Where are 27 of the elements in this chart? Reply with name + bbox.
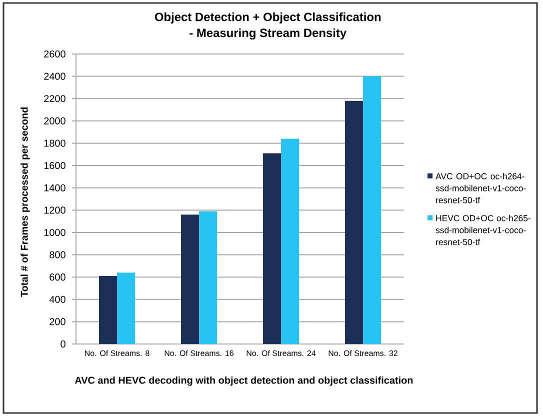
bar: [181, 214, 199, 344]
bar: [117, 272, 135, 344]
y-tick-label: 2200: [44, 95, 66, 102]
y-tick-label: 1000: [44, 228, 66, 236]
y-tick-label: 1800: [44, 140, 66, 147]
bar: [199, 211, 217, 344]
y-tick-label: 600: [50, 274, 66, 281]
bar: [99, 276, 117, 344]
y-tick-label: 1400: [44, 184, 66, 192]
y-tick-label: 1600: [44, 162, 66, 170]
bar: [263, 153, 282, 344]
bar: [281, 138, 300, 344]
y-tick-label: 400: [49, 296, 66, 303]
bar: [363, 76, 382, 344]
y-tick-label: 200: [50, 318, 66, 326]
y-tick-label: 2600: [44, 50, 66, 58]
y-tick-label: 0: [60, 340, 66, 348]
x-axis-title: AVC and HEVC decoding with object detection and object classification: [74, 376, 413, 386]
y-tick-label: 1200: [44, 206, 66, 214]
y-axis-title: Total # of Frames processed per second: [20, 107, 30, 297]
legend-label: HEVC OD+OC oc-h265-ssd-mobilenet-v1-coco-resnet-50-tf: [436, 214, 530, 246]
legend-label: AVC OD+OC oc-h264-ssd-mobilenet-v1-coco-resnet-50-tf: [436, 172, 526, 204]
y-tick-label: 2400: [44, 72, 66, 80]
bar: [345, 100, 364, 344]
chart-title: Object Detection + Object Classification - Measuring Stream Density: [154, 12, 381, 40]
y-tick-label: 2000: [44, 117, 66, 124]
y-tick-label: 800: [50, 251, 66, 258]
